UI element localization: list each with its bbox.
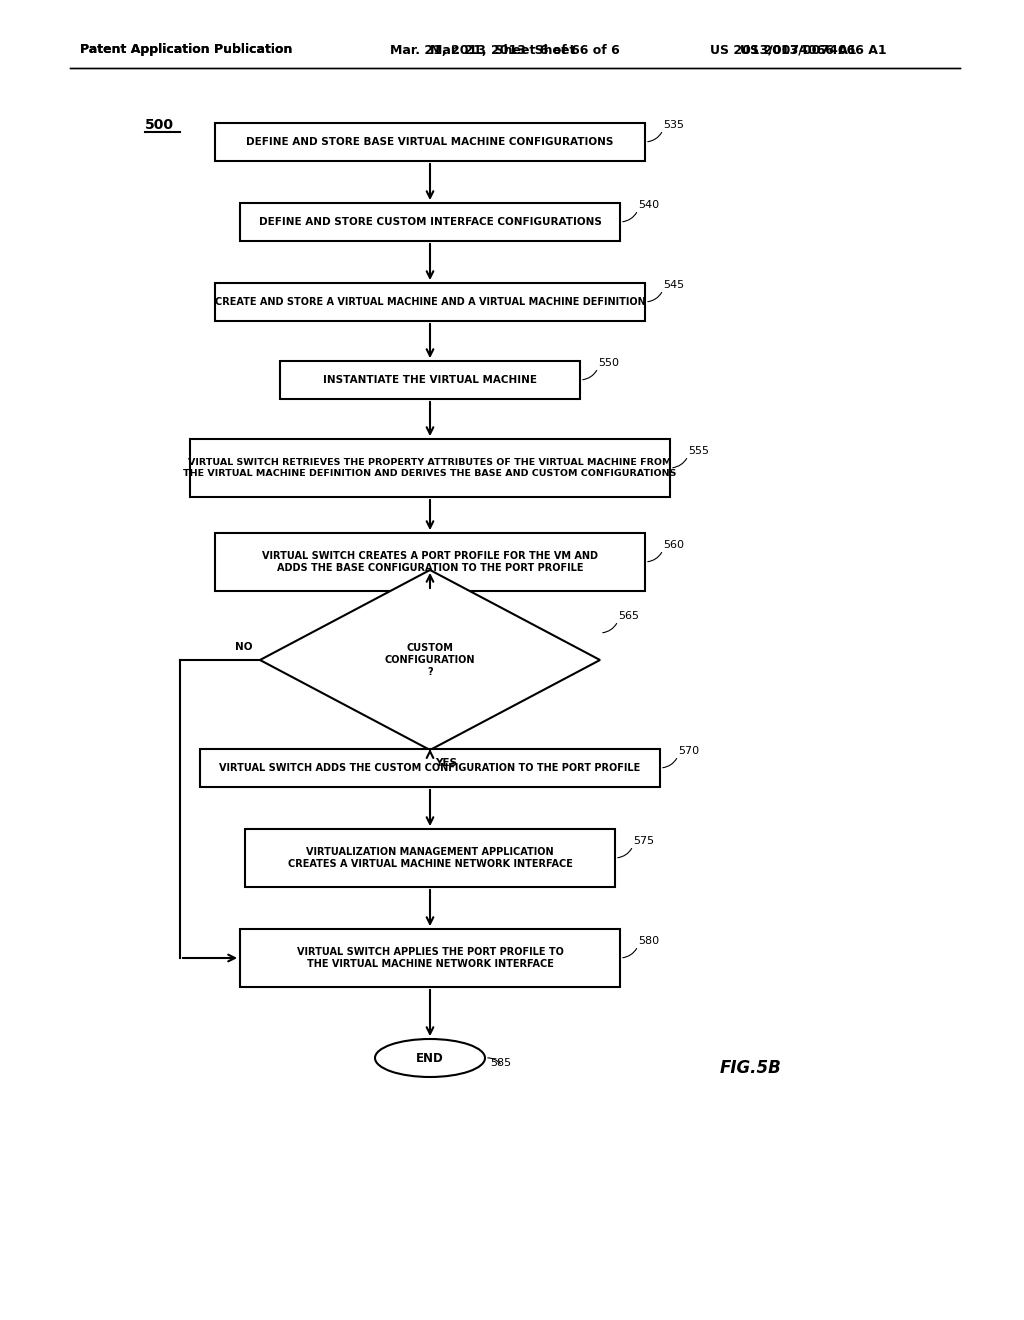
Text: Patent Application Publication: Patent Application Publication	[80, 44, 293, 57]
Text: 545: 545	[663, 280, 684, 290]
Text: VIRTUAL SWITCH CREATES A PORT PROFILE FOR THE VM AND
ADDS THE BASE CONFIGURATION: VIRTUAL SWITCH CREATES A PORT PROFILE FO…	[262, 552, 598, 573]
Text: YES: YES	[435, 758, 457, 768]
Text: CREATE AND STORE A VIRTUAL MACHINE AND A VIRTUAL MACHINE DEFINITION: CREATE AND STORE A VIRTUAL MACHINE AND A…	[215, 297, 645, 308]
FancyBboxPatch shape	[215, 282, 645, 321]
FancyBboxPatch shape	[280, 360, 580, 399]
Text: Mar. 21, 2013  Sheet 6 of 6: Mar. 21, 2013 Sheet 6 of 6	[430, 44, 620, 57]
Text: Patent Application Publication: Patent Application Publication	[80, 44, 293, 57]
Text: 535: 535	[663, 120, 684, 129]
Text: 500: 500	[145, 117, 174, 132]
Text: NO: NO	[234, 642, 252, 652]
FancyBboxPatch shape	[240, 929, 620, 987]
Text: 555: 555	[688, 446, 709, 455]
FancyBboxPatch shape	[215, 123, 645, 161]
Ellipse shape	[375, 1039, 485, 1077]
FancyBboxPatch shape	[190, 440, 670, 498]
Text: 540: 540	[638, 201, 659, 210]
Text: VIRTUAL SWITCH RETRIEVES THE PROPERTY ATTRIBUTES OF THE VIRTUAL MACHINE FROM
THE: VIRTUAL SWITCH RETRIEVES THE PROPERTY AT…	[183, 458, 677, 478]
Text: END: END	[416, 1052, 443, 1064]
FancyBboxPatch shape	[200, 748, 660, 787]
Text: 550: 550	[598, 358, 618, 368]
Text: 585: 585	[490, 1059, 511, 1068]
Text: 565: 565	[618, 611, 639, 620]
Text: DEFINE AND STORE CUSTOM INTERFACE CONFIGURATIONS: DEFINE AND STORE CUSTOM INTERFACE CONFIG…	[259, 216, 601, 227]
Text: Mar. 21, 2013  Sheet 6 of 6: Mar. 21, 2013 Sheet 6 of 6	[390, 44, 580, 57]
Text: VIRTUALIZATION MANAGEMENT APPLICATION
CREATES A VIRTUAL MACHINE NETWORK INTERFAC: VIRTUALIZATION MANAGEMENT APPLICATION CR…	[288, 847, 572, 869]
FancyBboxPatch shape	[245, 829, 615, 887]
Text: FIG.5B: FIG.5B	[720, 1059, 781, 1077]
Text: INSTANTIATE THE VIRTUAL MACHINE: INSTANTIATE THE VIRTUAL MACHINE	[323, 375, 537, 385]
Text: US 2013/0074066 A1: US 2013/0074066 A1	[710, 44, 857, 57]
Text: VIRTUAL SWITCH APPLIES THE PORT PROFILE TO
THE VIRTUAL MACHINE NETWORK INTERFACE: VIRTUAL SWITCH APPLIES THE PORT PROFILE …	[297, 948, 563, 969]
Text: 570: 570	[678, 746, 699, 756]
Text: CUSTOM
CONFIGURATION
?: CUSTOM CONFIGURATION ?	[385, 643, 475, 677]
Text: 575: 575	[633, 836, 654, 846]
Text: VIRTUAL SWITCH ADDS THE CUSTOM CONFIGURATION TO THE PORT PROFILE: VIRTUAL SWITCH ADDS THE CUSTOM CONFIGURA…	[219, 763, 641, 774]
Text: DEFINE AND STORE BASE VIRTUAL MACHINE CONFIGURATIONS: DEFINE AND STORE BASE VIRTUAL MACHINE CO…	[247, 137, 613, 147]
Text: US 2013/0074066 A1: US 2013/0074066 A1	[740, 44, 887, 57]
FancyBboxPatch shape	[240, 203, 620, 242]
FancyBboxPatch shape	[215, 533, 645, 591]
Polygon shape	[260, 570, 600, 750]
Text: 580: 580	[638, 936, 659, 946]
Text: 560: 560	[663, 540, 684, 550]
